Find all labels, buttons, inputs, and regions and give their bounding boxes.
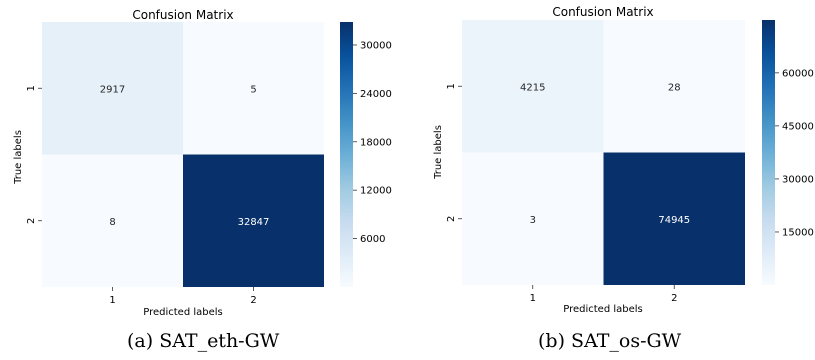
confusion-matrix-a: Confusion Matrix 2917 5 8 32847 True labels… bbox=[13, 8, 392, 318]
cell-value-label: 28 bbox=[668, 82, 681, 93]
figure: Confusion Matrix 2917 5 8 32847 True labels… bbox=[13, 5, 814, 318]
chart-a-colorbar-ticks: 6000 12000 18000 24000 30000 bbox=[353, 40, 392, 245]
chart-a-colorbar bbox=[340, 22, 353, 287]
heatmap-cell bbox=[603, 152, 745, 285]
cell-value-label: 32847 bbox=[238, 217, 270, 228]
x-tick-label: 1 bbox=[109, 295, 115, 306]
heatmap-cell bbox=[183, 154, 324, 287]
chart-b-cells: 4215 28 3 74945 bbox=[462, 20, 745, 285]
colorbar-tick-label: 12000 bbox=[360, 186, 392, 197]
cell-value-label: 5 bbox=[250, 84, 256, 95]
heatmap-cell bbox=[42, 22, 183, 155]
cell-value-label: 4215 bbox=[520, 82, 545, 93]
heatmap-cell bbox=[462, 152, 604, 285]
colorbar-tick-label: 60000 bbox=[782, 68, 814, 79]
colorbar-tick-label: 15000 bbox=[782, 227, 814, 238]
cell-value-label: 3 bbox=[530, 215, 536, 226]
cell-value-label: 2917 bbox=[100, 84, 125, 95]
chart-b-xlabel: Predicted labels bbox=[563, 304, 643, 315]
cell-value-label: 8 bbox=[109, 217, 115, 228]
colorbar-tick-label: 6000 bbox=[360, 234, 385, 245]
caption-b: (b) SAT_os-GW bbox=[538, 330, 682, 352]
x-tick-label: 1 bbox=[530, 293, 536, 304]
colorbar-tick-label: 45000 bbox=[782, 121, 814, 132]
heatmap-cell bbox=[462, 20, 604, 153]
x-tick-label: 2 bbox=[250, 295, 256, 306]
chart-a-ylabel: True labels bbox=[13, 130, 24, 185]
chart-a-title: Confusion Matrix bbox=[132, 8, 233, 22]
chart-b-y-ticks: 12 bbox=[446, 83, 462, 222]
heatmap-cell bbox=[42, 154, 183, 287]
y-tick-label: 2 bbox=[446, 216, 457, 222]
confusion-matrix-b: Confusion Matrix 4215 28 3 74945 True label… bbox=[433, 5, 814, 315]
colorbar-tick-label: 18000 bbox=[360, 137, 392, 148]
colorbar-tick-label: 30000 bbox=[360, 40, 392, 51]
chart-a-y-ticks: 12 bbox=[26, 85, 42, 224]
colorbar-tick-label: 24000 bbox=[360, 89, 392, 100]
heatmap-cell bbox=[183, 22, 324, 155]
y-tick-label: 1 bbox=[26, 85, 37, 91]
y-tick-label: 2 bbox=[26, 218, 37, 224]
colorbar-tick-label: 30000 bbox=[782, 174, 814, 185]
heatmap-cell bbox=[603, 20, 745, 153]
x-tick-label: 2 bbox=[671, 293, 677, 304]
chart-b-colorbar-ticks: 15000 30000 45000 60000 bbox=[775, 68, 814, 238]
chart-b-title: Confusion Matrix bbox=[552, 5, 653, 19]
cell-value-label: 74945 bbox=[658, 215, 690, 226]
chart-a-cells: 2917 5 8 32847 bbox=[42, 22, 324, 287]
chart-b-ylabel: True labels bbox=[433, 125, 444, 180]
chart-b-colorbar bbox=[762, 20, 775, 285]
y-tick-label: 1 bbox=[446, 83, 457, 89]
caption-a: (a) SAT_eth-GW bbox=[127, 330, 280, 352]
chart-a-xlabel: Predicted labels bbox=[143, 307, 223, 318]
